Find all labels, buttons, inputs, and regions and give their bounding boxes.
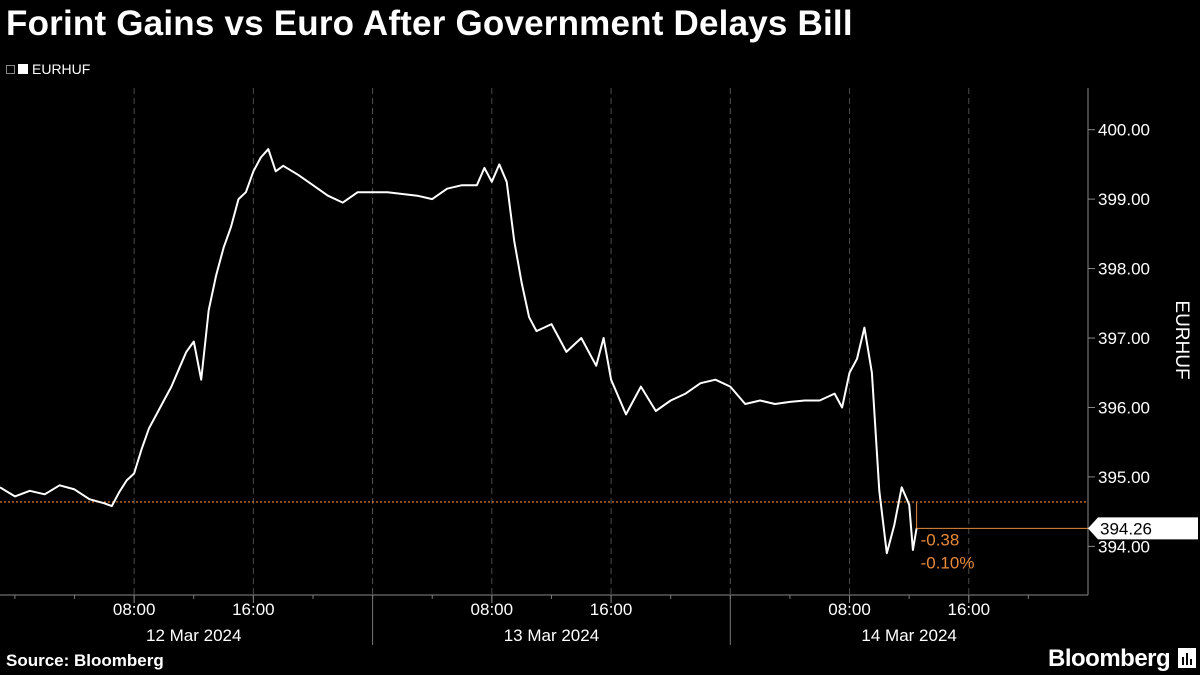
day-label: 14 Mar 2024 xyxy=(861,626,956,645)
x-tick-label: 08:00 xyxy=(828,600,871,619)
y-tick-label: 398.00 xyxy=(1098,260,1150,279)
legend: EURHUF xyxy=(6,61,90,77)
day-label: 12 Mar 2024 xyxy=(146,626,241,645)
y-axis-title: EURHUF xyxy=(1171,300,1192,379)
series-line-eurhuf xyxy=(0,148,918,555)
y-tick-label: 394.00 xyxy=(1098,537,1150,556)
y-tick-label: 400.00 xyxy=(1098,121,1150,140)
y-tick-label: 397.00 xyxy=(1098,329,1150,348)
y-tick-label: 396.00 xyxy=(1098,398,1150,417)
chart-title: Forint Gains vs Euro After Government De… xyxy=(6,4,853,43)
last-value-box xyxy=(1088,517,1198,540)
x-tick-label: 16:00 xyxy=(947,600,990,619)
legend-swatch xyxy=(18,64,28,74)
day-label: 13 Mar 2024 xyxy=(504,626,599,645)
y-tick-label: 395.00 xyxy=(1098,468,1150,487)
legend-toggle-icon[interactable] xyxy=(6,64,15,74)
x-tick-label: 16:00 xyxy=(590,600,633,619)
legend-label: EURHUF xyxy=(32,61,91,77)
source-note: Source: Bloomberg xyxy=(6,651,164,670)
last-value-label: 394.26 xyxy=(1100,519,1152,538)
change-abs-label: -0.38 xyxy=(921,530,960,549)
y-tick-label: 399.00 xyxy=(1098,190,1150,209)
x-tick-label: 08:00 xyxy=(113,600,156,619)
bloomberg-terminal-icon xyxy=(1178,648,1196,668)
brand-logo: Bloomberg xyxy=(1048,645,1171,672)
x-tick-label: 16:00 xyxy=(232,600,275,619)
change-pct-label: -0.10% xyxy=(921,553,975,572)
x-tick-label: 08:00 xyxy=(471,600,514,619)
